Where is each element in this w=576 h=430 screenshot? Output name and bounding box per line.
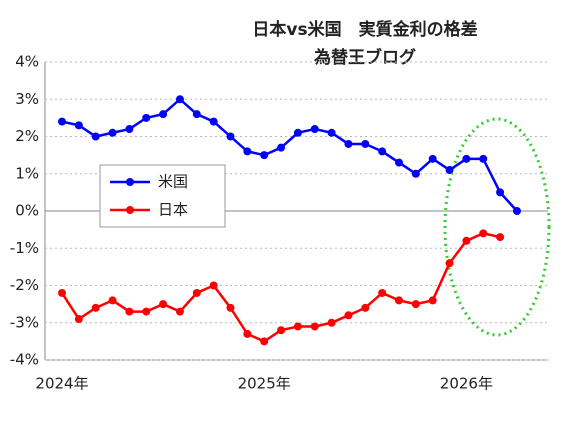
data-point <box>159 110 168 119</box>
x-tick-label: 2026年 <box>440 375 493 393</box>
data-point <box>293 128 302 137</box>
data-point <box>310 125 319 134</box>
data-point <box>159 300 168 309</box>
data-point <box>260 337 269 346</box>
data-point <box>260 151 269 160</box>
y-tick-label: 1% <box>15 164 39 182</box>
data-point <box>344 311 353 320</box>
data-point <box>411 169 420 178</box>
data-point <box>496 188 505 197</box>
legend-marker <box>126 178 134 186</box>
data-point <box>108 128 117 137</box>
data-point <box>91 132 100 141</box>
legend-label: 米国 <box>158 173 188 191</box>
legend-marker <box>126 206 134 214</box>
data-point <box>175 307 184 316</box>
data-point <box>142 307 151 316</box>
x-tick-label: 2024年 <box>35 375 88 393</box>
chart-subtitle: 為替王ブログ <box>314 47 416 68</box>
data-point <box>462 236 471 245</box>
data-point <box>226 132 235 141</box>
data-point <box>378 288 387 297</box>
data-point <box>512 207 521 215</box>
series-line <box>61 97 518 212</box>
data-point <box>462 154 471 163</box>
data-point <box>142 113 151 122</box>
data-point <box>125 125 134 134</box>
data-point <box>192 110 201 119</box>
data-point <box>344 139 353 148</box>
data-point <box>479 229 488 238</box>
data-point <box>293 322 302 331</box>
data-point <box>361 139 370 148</box>
data-point <box>209 117 218 126</box>
data-point <box>243 147 252 156</box>
y-tick-label: -4% <box>10 351 39 369</box>
series-line <box>60 232 501 343</box>
y-tick-label: -3% <box>10 313 39 331</box>
data-point <box>192 288 201 297</box>
data-point <box>58 288 66 297</box>
data-point <box>479 154 488 163</box>
legend-label: 日本 <box>158 201 188 219</box>
data-point <box>277 326 286 335</box>
y-tick-label: 0% <box>15 202 39 220</box>
data-point <box>74 121 83 130</box>
data-point <box>378 147 387 156</box>
y-tick-label: -2% <box>10 276 39 294</box>
data-point <box>327 318 336 327</box>
data-point <box>395 158 403 167</box>
data-point <box>361 303 370 312</box>
y-tick-label: -1% <box>10 239 39 257</box>
data-point <box>175 95 184 104</box>
data-point <box>91 303 100 312</box>
data-point <box>445 166 454 175</box>
data-point <box>496 233 505 242</box>
data-point <box>243 329 252 338</box>
data-point <box>411 300 420 309</box>
data-point <box>445 259 454 268</box>
highlight-ellipse <box>443 117 551 337</box>
y-tick-label: 4% <box>15 53 39 71</box>
data-point <box>108 296 117 305</box>
data-point <box>428 154 437 163</box>
chart-title: 日本vs米国 実質金利の格差 <box>252 19 477 40</box>
data-point <box>395 296 403 305</box>
data-point <box>310 322 319 331</box>
y-tick-label: 2% <box>15 127 39 145</box>
data-point <box>277 143 286 152</box>
y-tick-label: 3% <box>15 90 39 108</box>
data-point <box>125 307 134 316</box>
data-point <box>226 303 235 312</box>
data-point <box>327 128 336 137</box>
data-point <box>428 296 437 305</box>
x-tick-label: 2025年 <box>238 375 291 393</box>
legend-box <box>99 164 226 228</box>
data-point <box>209 281 218 290</box>
data-point <box>74 315 83 324</box>
data-point <box>58 117 66 126</box>
